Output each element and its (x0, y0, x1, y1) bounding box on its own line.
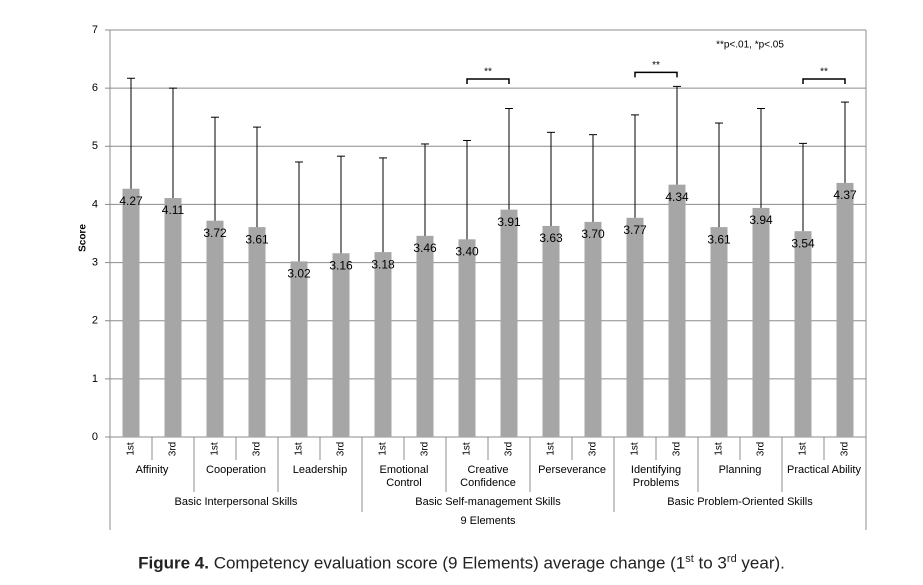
value-label: 3.18 (371, 257, 395, 271)
y-tick-label: 0 (92, 431, 98, 443)
caption-sup: rd (726, 553, 737, 565)
x-tick-label: 1st (378, 442, 389, 456)
group-label: Perseverance (538, 464, 606, 476)
bar (290, 261, 308, 437)
caption-text: Competency evaluation score (9 Elements)… (213, 553, 686, 573)
value-label: 3.02 (287, 267, 311, 281)
bar (626, 217, 644, 437)
bar (794, 231, 812, 437)
value-label: 4.34 (665, 190, 689, 204)
x-tick-label: 3rd (252, 442, 263, 456)
x-tick-label: 3rd (588, 442, 599, 456)
significance-bracket (634, 71, 678, 78)
bar (584, 221, 602, 437)
caption-text: to 3 (693, 553, 727, 573)
y-tick-label: 3 (92, 256, 98, 268)
x-tick-label: 1st (546, 442, 557, 456)
value-label: 3.77 (623, 223, 647, 237)
value-label: 3.70 (581, 227, 605, 241)
x-tick-label: 3rd (420, 442, 431, 456)
group-label: Leadership (292, 464, 348, 476)
bar (500, 209, 518, 437)
x-tick-label: 1st (798, 442, 809, 456)
x-tick-label: 3rd (336, 442, 347, 456)
significance-bracket (466, 78, 510, 84)
x-tick-label: 1st (462, 442, 473, 456)
group-label: Planning (718, 464, 762, 476)
super-group-label: Basic Problem-Oriented Skills (667, 496, 813, 508)
value-label: 3.54 (791, 236, 815, 250)
significance-bracket (802, 78, 846, 84)
y-tick-label: 6 (92, 82, 98, 94)
x-tick-label: 3rd (168, 442, 179, 456)
x-tick-label: 1st (714, 442, 725, 456)
bar (332, 253, 350, 437)
significance-label: ** (484, 67, 492, 78)
bar (668, 184, 686, 437)
bar (416, 235, 434, 437)
y-tick-label: 1 (92, 373, 98, 385)
value-label: 4.27 (119, 194, 143, 208)
value-label: 3.94 (749, 213, 773, 227)
x-tick-label: 3rd (840, 442, 851, 456)
bar (710, 227, 728, 437)
group-label: Affinity (135, 464, 169, 476)
x-axis-title: 9 Elements (460, 515, 516, 527)
group-label: Emotional Control (379, 464, 429, 489)
bar (752, 207, 770, 437)
significance-label: ** (820, 67, 828, 78)
x-tick-label: 1st (294, 442, 305, 456)
y-tick-label: 4 (92, 198, 98, 210)
x-tick-label: 3rd (504, 442, 515, 456)
super-group-label: Basic Self-management Skills (415, 496, 561, 508)
x-tick-label: 3rd (672, 442, 683, 456)
y-axis-title: Score (78, 224, 89, 252)
bar (374, 252, 392, 437)
bar (542, 225, 560, 437)
caption-label: Figure 4. (138, 553, 209, 573)
value-label: 3.72 (203, 226, 227, 240)
significance-label: ** (652, 60, 660, 71)
value-label: 3.40 (455, 244, 479, 258)
value-label: 4.11 (162, 203, 185, 217)
bar (122, 188, 140, 437)
group-label: Cooperation (206, 464, 266, 476)
group-label: Practical Ability (787, 464, 861, 476)
bar (248, 227, 266, 437)
note: **p<.01, *p<.05 (716, 40, 784, 51)
value-label: 3.61 (707, 232, 731, 246)
value-label: 3.61 (245, 232, 269, 246)
value-label: 3.46 (413, 241, 437, 255)
value-label: 4.37 (833, 188, 857, 202)
x-tick-label: 1st (630, 442, 641, 456)
y-tick-label: 2 (92, 315, 98, 327)
super-group-label: Basic Interpersonal Skills (175, 496, 298, 508)
group-label: Identifying Problems (630, 464, 682, 489)
x-tick-label: 1st (210, 442, 221, 456)
caption-text: year). (736, 553, 785, 573)
x-tick-label: 3rd (756, 442, 767, 456)
value-label: 3.91 (497, 215, 521, 229)
y-tick-label: 5 (92, 140, 98, 152)
x-tick-label: 1st (126, 442, 137, 456)
caption: Figure 4. Competency evaluation score (9… (0, 553, 923, 574)
value-label: 3.63 (539, 231, 563, 245)
bar (836, 182, 854, 437)
group-label: Creative Confidence (460, 464, 516, 489)
value-label: 3.16 (329, 258, 353, 272)
bar (206, 220, 224, 437)
bar (458, 239, 476, 437)
chart: Score **p<.01, *p<.05 9 Elements 0 1 2 3 4 5 6… (78, 24, 867, 530)
y-tick-label: 7 (92, 24, 98, 36)
bar (164, 198, 182, 437)
caption-sup: st (685, 553, 694, 565)
